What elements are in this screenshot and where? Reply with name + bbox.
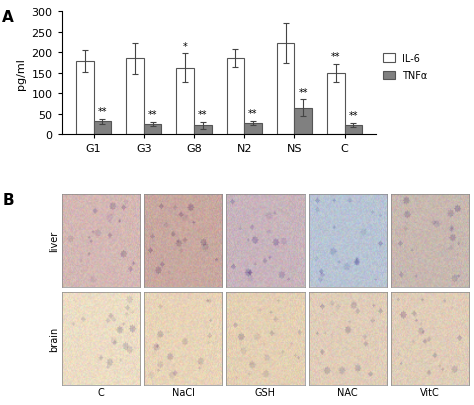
Bar — [126, 59, 144, 135]
X-axis label: NAC: NAC — [337, 388, 358, 397]
Legend: IL-6, TNFα: IL-6, TNFα — [383, 53, 428, 81]
Bar — [277, 44, 294, 135]
X-axis label: GSH: GSH — [255, 388, 276, 397]
Y-axis label: liver: liver — [49, 230, 59, 251]
Bar — [176, 68, 194, 135]
Bar — [345, 126, 362, 135]
Y-axis label: brain: brain — [49, 326, 59, 351]
Text: **: ** — [331, 52, 340, 62]
Bar — [244, 124, 262, 135]
Y-axis label: pg/ml: pg/ml — [16, 58, 26, 90]
Text: *: * — [183, 41, 188, 51]
Text: **: ** — [98, 107, 107, 117]
X-axis label: NaCl: NaCl — [172, 388, 194, 397]
Bar — [194, 126, 211, 135]
X-axis label: VitC: VitC — [420, 388, 440, 397]
Text: **: ** — [248, 109, 258, 119]
Text: **: ** — [299, 87, 308, 97]
Text: **: ** — [348, 111, 358, 121]
Bar — [227, 59, 244, 135]
Text: B: B — [2, 192, 14, 207]
X-axis label: C: C — [98, 388, 104, 397]
Bar — [93, 122, 111, 135]
Text: **: ** — [148, 110, 157, 120]
Bar — [144, 125, 161, 135]
Bar — [76, 62, 93, 135]
Bar — [327, 74, 345, 135]
Text: **: ** — [198, 110, 208, 120]
Bar — [294, 108, 312, 135]
Text: A: A — [2, 10, 14, 25]
